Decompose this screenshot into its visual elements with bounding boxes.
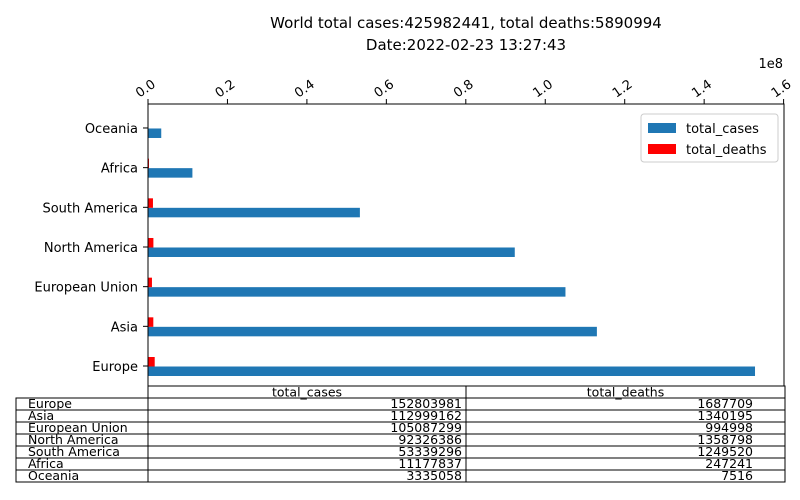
x-tick-label: 0.0: [133, 77, 159, 101]
table-cell-value: 105087299: [390, 420, 462, 435]
bar-total-cases: [148, 287, 566, 297]
table-cell-value: 7516: [721, 468, 753, 483]
table-cell-value: 1249520: [697, 444, 753, 459]
bar-total-cases: [148, 326, 597, 337]
table-cell-value: 3335058: [406, 468, 462, 483]
table-row-label: European Union: [28, 420, 128, 435]
y-tick-label: Africa: [101, 162, 138, 177]
x-tick-label: 0.4: [292, 77, 318, 101]
table-cell-value: 247241: [705, 456, 753, 471]
table-cell: [465, 469, 786, 483]
table-cell-value: 11177837: [398, 456, 462, 471]
y-tick-label: Asia: [111, 320, 138, 335]
y-tick-label: North America: [44, 241, 138, 256]
x-tick-label: 1.0: [530, 77, 556, 101]
table-row-label: North America: [28, 432, 119, 447]
y-tick-label: Europe: [92, 360, 138, 375]
table-cell-value: 92326386: [398, 432, 462, 447]
table-row-label: Asia: [28, 408, 54, 423]
bar-total-cases: [148, 168, 193, 178]
x-tick-label: 1.4: [689, 77, 715, 101]
y-tick-label: European Union: [34, 281, 138, 296]
x-axis: 0.0 0.2 0.4 0.6 0.8 1.0 1.2 1.4 1.6: [133, 77, 794, 104]
y-tick-label: South America: [42, 201, 138, 216]
x-tick-label: 1.6: [769, 77, 795, 101]
y-tick-label: Oceania: [85, 122, 138, 137]
x-tick-label: 0.8: [451, 77, 477, 101]
table-cell-value: 1340195: [697, 408, 753, 423]
x-tick-label: 0.6: [372, 77, 398, 101]
table-cell-value: 53339296: [398, 444, 462, 459]
bar-total-deaths: [148, 277, 152, 288]
legend-label: total_cases: [686, 122, 759, 137]
legend-swatch: [648, 123, 676, 133]
table-row-label: South America: [28, 444, 120, 459]
table-header-label: total_deaths: [587, 385, 664, 400]
bar-total-cases: [148, 247, 515, 257]
bar-total-cases: [148, 207, 360, 218]
bar-total-cases: [148, 128, 162, 138]
bar-total-deaths: [148, 237, 154, 248]
table-row-label: Oceania: [28, 468, 79, 483]
x-tick-label: 0.2: [213, 77, 239, 101]
y-axis: Europe Asia European Union North America Sou…: [34, 122, 148, 375]
bar-total-deaths: [148, 357, 155, 367]
table-cell-value: 994998: [705, 420, 753, 435]
x-multiplier-label: 1e8: [758, 57, 783, 72]
table-cell-value: 1687709: [697, 396, 753, 411]
chart-subtitle: Date:2022-02-23 13:27:43: [366, 36, 566, 54]
bar-total-deaths: [148, 317, 154, 327]
table-row-label: Europe: [28, 396, 72, 411]
bar-total-deaths: [148, 198, 153, 208]
data-table: total_cases total_deaths Europe 152803981 16…: [15, 385, 786, 483]
table-header-label: total_cases: [272, 385, 342, 400]
table-row-label: Africa: [28, 456, 64, 471]
table-cell-value: 1358798: [697, 432, 753, 447]
table-cell-value: 152803981: [390, 396, 462, 411]
chart-title: World total cases:425982441, total death…: [270, 14, 662, 32]
bar-total-cases: [148, 366, 756, 376]
legend-label: total_deaths: [686, 143, 767, 158]
legend: total_cases total_deaths: [640, 113, 779, 163]
x-tick-label: 1.2: [610, 77, 636, 101]
legend-swatch: [648, 144, 676, 154]
table-cell-value: 112999162: [390, 408, 462, 423]
